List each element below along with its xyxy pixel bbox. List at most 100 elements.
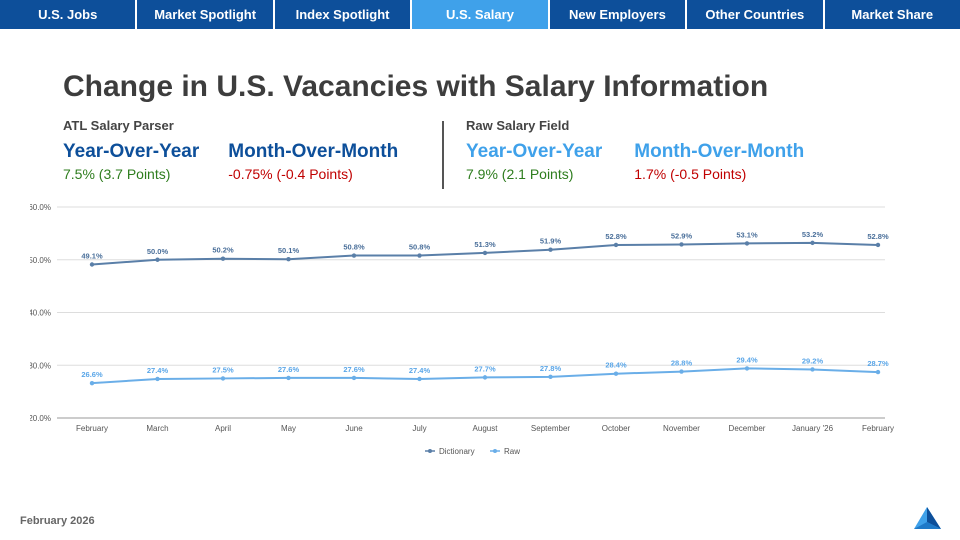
metric-yoy: Year-Over-Year 7.5% (3.7 Points) xyxy=(63,141,199,182)
x-tick-label: February xyxy=(862,424,894,433)
data-point xyxy=(744,366,750,371)
x-tick-label: May xyxy=(281,424,296,433)
x-tick-label: June xyxy=(345,424,363,433)
data-label: 27.7% xyxy=(474,364,496,373)
data-point xyxy=(482,375,488,380)
data-label: 49.1% xyxy=(81,251,103,260)
triangle-logo-icon xyxy=(914,507,941,529)
salary-line-chart: 20.0% 30.0% 40.0% 50.0% 60.0% February March Ap… xyxy=(30,203,894,456)
tab-index-spotlight[interactable]: Index Spotlight xyxy=(274,0,413,29)
data-label: 28.7% xyxy=(867,359,889,368)
tab-new-employers[interactable]: New Employers xyxy=(549,0,688,29)
data-point xyxy=(286,257,291,262)
data-point xyxy=(810,240,815,246)
data-point xyxy=(482,250,488,256)
data-point xyxy=(351,253,357,258)
y-tick-label: 40.0% xyxy=(30,309,51,318)
x-tick-label: January '26 xyxy=(792,424,834,433)
data-label: 50.8% xyxy=(343,243,365,252)
metric-mom: Month-Over-Month -0.75% (-0.4 Points) xyxy=(228,141,398,182)
legend-label: Raw xyxy=(504,447,520,456)
y-tick-label: 60.0% xyxy=(30,203,51,212)
data-point xyxy=(220,256,226,261)
x-tick-label: March xyxy=(146,424,168,433)
legend-marker xyxy=(428,449,432,453)
data-point xyxy=(875,369,881,375)
data-label: 27.6% xyxy=(278,365,300,374)
data-point xyxy=(744,241,750,246)
data-label: 51.3% xyxy=(474,240,496,249)
x-tick-label: April xyxy=(215,424,231,433)
data-label: 52.8% xyxy=(867,232,889,241)
y-tick-label: 20.0% xyxy=(30,414,51,423)
data-point xyxy=(679,242,684,247)
data-point xyxy=(548,247,553,252)
x-tick-label: November xyxy=(663,424,700,433)
data-point xyxy=(89,380,95,386)
metric-mom: Month-Over-Month 1.7% (-0.5 Points) xyxy=(634,141,804,182)
metric-title: Year-Over-Year xyxy=(466,141,603,162)
data-label: 53.2% xyxy=(802,230,824,239)
metric-value: 1.7% (-0.5 Points) xyxy=(634,166,747,182)
data-point xyxy=(417,253,422,258)
data-point xyxy=(613,242,619,248)
data-point xyxy=(548,374,553,380)
data-label: 27.5% xyxy=(212,365,234,374)
y-tick-label: 30.0% xyxy=(30,361,51,370)
data-label: 27.8% xyxy=(540,364,562,373)
data-point xyxy=(875,242,881,248)
data-point xyxy=(286,375,291,381)
data-label: 29.4% xyxy=(736,355,758,364)
footer-date: February 2026 xyxy=(20,515,95,527)
divider xyxy=(442,121,444,189)
group-label: ATL Salary Parser xyxy=(63,118,174,133)
atl-salary-parser-metrics: ATL Salary Parser Year-Over-Year 7.5% (3… xyxy=(63,118,428,182)
data-label: 26.6% xyxy=(81,370,103,379)
x-tick-label: September xyxy=(531,424,570,433)
metric-title: Year-Over-Year xyxy=(63,141,200,162)
group-label: Raw Salary Field xyxy=(466,118,570,133)
data-label: 28.4% xyxy=(605,361,627,370)
data-label: 50.8% xyxy=(409,243,431,252)
page-title: Change in U.S. Vacancies with Salary Inf… xyxy=(63,70,769,103)
tab-other-countries[interactable]: Other Countries xyxy=(687,0,825,29)
data-point xyxy=(155,376,160,382)
metric-yoy: Year-Over-Year 7.9% (2.1 Points) xyxy=(466,141,602,182)
metric-value: 7.5% (3.7 Points) xyxy=(63,166,171,182)
top-navigation: U.S. Jobs Market Spotlight Index Spotlig… xyxy=(0,0,960,29)
metric-title: Month-Over-Month xyxy=(634,141,805,162)
data-point xyxy=(417,376,422,382)
data-point xyxy=(89,262,95,267)
legend-label: Dictionary xyxy=(439,447,475,456)
data-label: 50.0% xyxy=(147,247,169,256)
data-point xyxy=(613,371,619,376)
data-point xyxy=(810,367,815,372)
data-label: 29.2% xyxy=(802,356,824,365)
x-tick-label: July xyxy=(412,424,426,433)
data-point xyxy=(155,257,160,262)
x-tick-label: February xyxy=(76,424,108,433)
data-point xyxy=(220,376,226,381)
data-label: 27.6% xyxy=(343,365,365,374)
data-label: 52.9% xyxy=(671,231,693,240)
x-tick-label: August xyxy=(473,424,499,433)
x-tick-label: December xyxy=(729,424,766,433)
tab-market-spotlight[interactable]: Market Spotlight xyxy=(137,0,275,29)
data-label: 28.8% xyxy=(671,359,693,368)
legend-marker xyxy=(493,449,497,453)
data-label: 27.4% xyxy=(147,366,169,375)
y-tick-label: 50.0% xyxy=(30,256,51,265)
raw-salary-field-metrics: Raw Salary Field Year-Over-Year 7.9% (2.… xyxy=(466,118,834,182)
tab-us-jobs[interactable]: U.S. Jobs xyxy=(0,0,138,29)
metric-title: Month-Over-Month xyxy=(228,141,399,162)
data-point xyxy=(351,375,357,381)
data-label: 53.1% xyxy=(736,230,758,239)
tab-market-share[interactable]: Market Share xyxy=(824,0,960,29)
metric-value: 7.9% (2.1 Points) xyxy=(466,166,574,182)
data-label: 52.8% xyxy=(605,232,627,241)
data-point xyxy=(679,369,684,374)
metric-value: -0.75% (-0.4 Points) xyxy=(228,166,353,182)
tab-us-salary[interactable]: U.S. Salary xyxy=(412,0,550,29)
x-tick-label: October xyxy=(602,424,631,433)
data-label: 50.2% xyxy=(212,246,234,255)
